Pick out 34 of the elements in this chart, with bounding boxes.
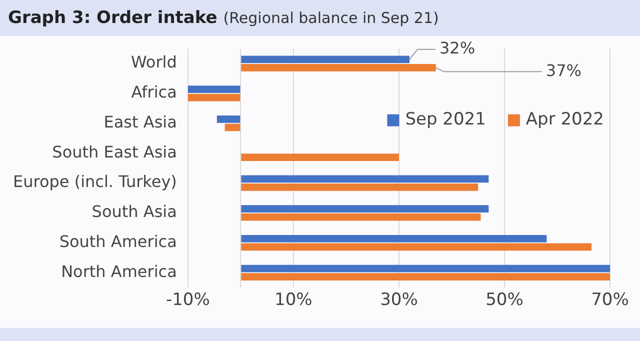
bar — [241, 213, 481, 221]
legend-label: Apr 2022 — [526, 110, 604, 130]
legend-label: Sep 2021 — [405, 110, 486, 130]
y-tick-label: East Asia — [104, 112, 177, 132]
bar — [216, 115, 240, 123]
bar — [241, 64, 436, 72]
x-tick-label: 50% — [486, 290, 524, 310]
bar — [241, 205, 489, 212]
chart-subtitle: (Regional balance in Sep 21) — [223, 9, 439, 27]
y-tick-label: Europe (incl. Turkey) — [13, 172, 177, 192]
bar — [241, 264, 610, 272]
chart-title: Graph 3: Order intake — [8, 8, 218, 28]
bar — [224, 124, 240, 132]
x-tick-label: 10% — [274, 290, 312, 310]
bar — [241, 56, 410, 64]
bar — [188, 86, 240, 93]
x-tick-label: -10% — [166, 290, 210, 310]
x-tick-label: 30% — [380, 290, 418, 310]
y-tick-label: South America — [59, 232, 177, 251]
bar — [188, 94, 240, 102]
y-tick-label: South Asia — [92, 202, 177, 222]
bar — [241, 154, 399, 161]
bar — [241, 273, 610, 280]
bar — [241, 243, 592, 251]
bar — [241, 183, 478, 191]
data-label: 37% — [546, 60, 582, 80]
bar — [241, 234, 547, 242]
data-label: 32% — [440, 38, 476, 58]
y-tick-label: South East Asia — [52, 142, 177, 162]
y-tick-label: Africa — [131, 82, 177, 102]
y-tick-label: North America — [61, 262, 177, 281]
x-tick-label: 70% — [591, 290, 629, 310]
bar — [241, 175, 489, 183]
y-tick-label: World — [131, 52, 177, 72]
